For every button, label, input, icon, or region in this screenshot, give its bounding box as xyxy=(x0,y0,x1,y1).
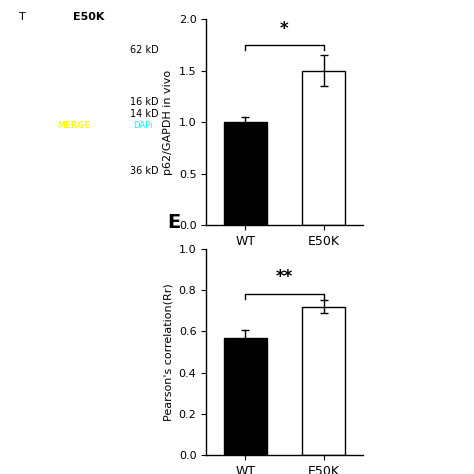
Bar xyxy=(224,337,267,455)
Text: DAPi: DAPi xyxy=(133,121,152,130)
Bar xyxy=(302,71,345,225)
Bar xyxy=(224,122,267,225)
Text: T: T xyxy=(19,12,26,22)
Y-axis label: Pearson's correlation(Rr): Pearson's correlation(Rr) xyxy=(163,283,173,421)
Bar xyxy=(302,307,345,455)
Text: E: E xyxy=(167,213,180,232)
Text: 62 kD: 62 kD xyxy=(130,45,159,55)
Text: B: B xyxy=(167,0,182,2)
Text: E50K: E50K xyxy=(73,12,105,22)
Text: *: * xyxy=(280,19,289,37)
Text: MERGE: MERGE xyxy=(57,121,90,130)
Y-axis label: p62/GAPDH in vivo: p62/GAPDH in vivo xyxy=(163,70,173,174)
Text: 14 kD: 14 kD xyxy=(130,109,159,119)
Text: 36 kD: 36 kD xyxy=(130,165,159,176)
Text: 100µm: 100µm xyxy=(95,223,124,232)
Text: 16 kD: 16 kD xyxy=(130,97,159,107)
Text: **: ** xyxy=(276,268,293,286)
